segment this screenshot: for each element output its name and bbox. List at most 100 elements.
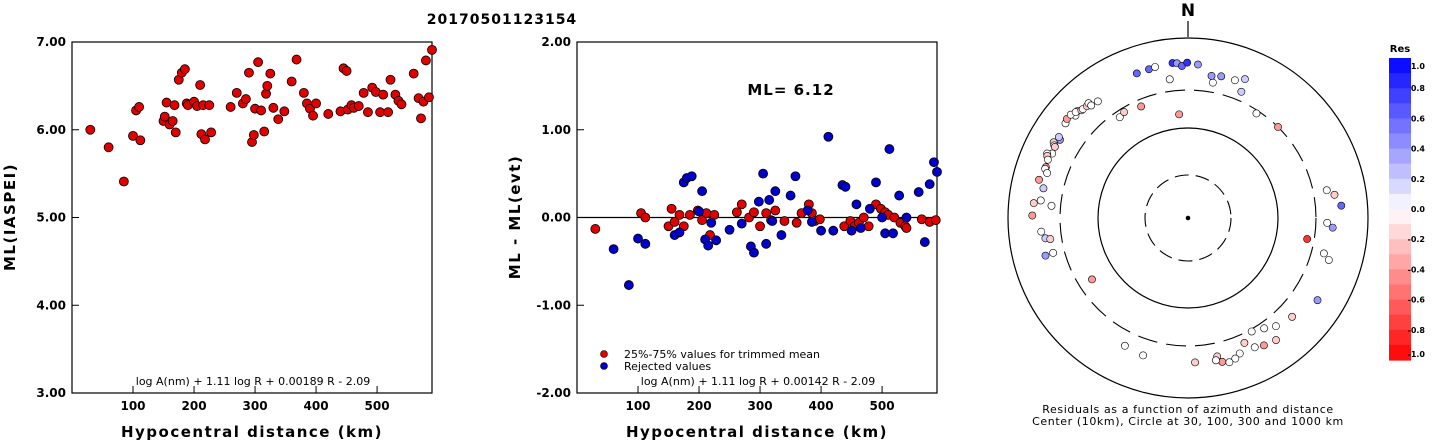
data-point bbox=[85, 124, 96, 135]
station-point bbox=[1230, 76, 1239, 85]
ring-100km bbox=[1097, 127, 1279, 309]
y-tick-label: 5.00 bbox=[36, 211, 66, 225]
legend-label-rejected: Rejected values bbox=[624, 360, 711, 373]
rejected-point bbox=[703, 240, 714, 251]
rejected-point bbox=[776, 230, 787, 240]
data-point bbox=[225, 102, 236, 112]
rejected-point bbox=[761, 238, 772, 249]
station-point bbox=[1029, 199, 1038, 208]
rejected-point bbox=[706, 217, 717, 228]
rejected-point bbox=[840, 181, 851, 192]
colorbar-swatch bbox=[1389, 209, 1411, 225]
chart-title: 20170501123154 bbox=[427, 12, 577, 28]
station-point bbox=[1225, 358, 1234, 367]
data-point bbox=[167, 116, 178, 126]
station-point bbox=[1093, 97, 1102, 106]
rejected-point bbox=[608, 244, 619, 254]
data-point bbox=[135, 135, 146, 146]
station-point bbox=[1165, 75, 1174, 84]
y-tick-label: 3.00 bbox=[36, 386, 66, 400]
station-point bbox=[1288, 312, 1297, 321]
data-point bbox=[268, 102, 279, 113]
rejected-point bbox=[846, 225, 857, 236]
x-tick-label: 100 bbox=[625, 399, 650, 413]
data-point bbox=[261, 88, 271, 99]
y-axis-label: ML(IASPEI) bbox=[1, 163, 19, 271]
rejected-point bbox=[929, 157, 939, 168]
station-point bbox=[1247, 327, 1256, 336]
x-tick-label: 400 bbox=[809, 399, 834, 413]
colorbar-swatches bbox=[1389, 58, 1411, 361]
data-point bbox=[396, 99, 407, 110]
station-point bbox=[1231, 354, 1240, 363]
station-point bbox=[1207, 71, 1216, 80]
data-point bbox=[259, 126, 270, 137]
rejected-point bbox=[807, 216, 817, 227]
colorbar-swatch bbox=[1389, 193, 1411, 210]
data-point bbox=[385, 74, 396, 85]
y-tick-label: -2.00 bbox=[536, 386, 571, 400]
ml-distance-panel: 3.00 4.00 5.00 6.00 7.00 100 200 300 400 500 log… bbox=[1, 35, 437, 441]
data-point bbox=[170, 127, 181, 138]
station-point bbox=[1241, 75, 1249, 84]
trimmed-point bbox=[684, 209, 695, 220]
station-point bbox=[1047, 201, 1056, 210]
caption-line-1: Residuals as a function of azimuth and d… bbox=[1042, 403, 1333, 416]
rejected-point bbox=[640, 238, 651, 249]
station-point bbox=[1132, 69, 1141, 78]
data-point bbox=[206, 127, 217, 138]
rejected-point bbox=[851, 199, 862, 210]
station-point bbox=[1313, 296, 1322, 305]
x-axis-label: Hypocentral distance (km) bbox=[626, 423, 888, 441]
colorbar-tick-label: 1.0 bbox=[1411, 62, 1426, 71]
data-point bbox=[118, 176, 129, 187]
data-point bbox=[262, 80, 273, 91]
rejected-point bbox=[924, 179, 935, 190]
station-point bbox=[1235, 349, 1244, 358]
station-point bbox=[1319, 249, 1328, 258]
colorbar-swatch bbox=[1389, 344, 1411, 361]
rejected-point bbox=[828, 225, 839, 236]
data-point bbox=[420, 55, 431, 66]
azimuth-panel: N Residuals as a function of azimuth and… bbox=[1007, 1, 1369, 428]
y-tick-label: 6.00 bbox=[36, 123, 66, 137]
rejected-point bbox=[816, 225, 826, 236]
rejected-point bbox=[790, 171, 801, 182]
rejected-point bbox=[901, 212, 912, 223]
rejected-point bbox=[623, 280, 634, 290]
station-point bbox=[1087, 101, 1096, 110]
station-point bbox=[1088, 275, 1096, 284]
colorbar-swatch bbox=[1389, 133, 1411, 150]
data-point bbox=[179, 64, 190, 75]
data-point bbox=[341, 66, 352, 76]
data-point bbox=[248, 130, 259, 140]
rejected-point bbox=[694, 206, 704, 217]
station-point bbox=[1151, 63, 1159, 71]
trimmed-point bbox=[755, 221, 765, 232]
rejected-point bbox=[802, 205, 813, 216]
rejected-point bbox=[785, 190, 796, 201]
trimmed-point bbox=[749, 207, 759, 218]
data-point bbox=[323, 109, 334, 119]
data-point bbox=[253, 57, 264, 68]
station-point bbox=[1175, 110, 1184, 119]
colorbar-swatch bbox=[1389, 58, 1411, 74]
rejected-point bbox=[884, 144, 895, 154]
station-point bbox=[1137, 102, 1146, 111]
center-marker bbox=[1185, 215, 1191, 221]
colorbar-tick-label: 0.6 bbox=[1411, 114, 1426, 123]
station-point bbox=[1115, 113, 1124, 122]
data-point bbox=[298, 87, 309, 98]
station-point bbox=[1050, 143, 1059, 151]
rejected-point bbox=[711, 235, 722, 246]
trimmed-point bbox=[666, 203, 677, 214]
trimmed-point bbox=[697, 215, 707, 226]
rejected-point bbox=[871, 177, 881, 188]
rejected-point bbox=[864, 203, 875, 214]
residual-distance-panel: -2.00 -1.00 0.00 1.00 2.00 100 200 300 400 500 M… bbox=[506, 35, 942, 441]
data-point bbox=[134, 102, 145, 112]
station-point bbox=[1054, 133, 1063, 141]
trimmed-point bbox=[901, 223, 912, 233]
y-tick-labels: -2.00 -1.00 0.00 1.00 2.00 bbox=[536, 35, 584, 400]
station-point bbox=[1323, 218, 1332, 227]
